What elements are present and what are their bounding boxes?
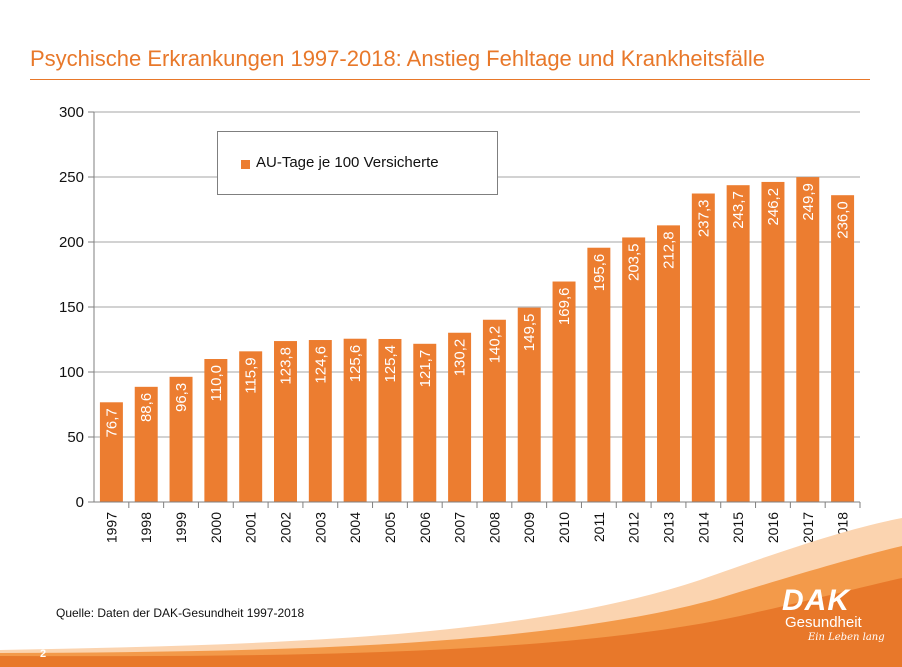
bar-2017 xyxy=(796,177,820,502)
bar-value-label: 236,0 xyxy=(835,201,852,239)
logo-subtitle: Gesundheit xyxy=(785,614,862,631)
bar-value-label: 123,8 xyxy=(278,347,295,385)
x-tick-label: 2015 xyxy=(730,512,746,543)
y-tick-label: 300 xyxy=(59,104,84,121)
bar-value-label: 195,6 xyxy=(591,254,608,292)
bar-value-label: 169,6 xyxy=(556,288,573,326)
bar-2000 xyxy=(204,359,228,502)
y-tick-label: 150 xyxy=(59,299,84,316)
bar-2016 xyxy=(761,181,785,502)
logo-claim: Ein Leben lang xyxy=(808,632,885,643)
bar-2018 xyxy=(831,195,855,502)
x-tick-label: 2006 xyxy=(417,512,433,543)
legend-swatch xyxy=(241,160,250,169)
bar-value-label: 121,7 xyxy=(417,350,434,388)
bar-value-label: 96,3 xyxy=(173,383,190,412)
x-tick-label: 2002 xyxy=(278,512,294,543)
bar-2013 xyxy=(657,225,680,503)
dak-logo: DAK Gesundheit Ein Leben lang xyxy=(782,584,894,644)
bar-value-label: 149,5 xyxy=(521,314,538,352)
bar-value-label: 203,5 xyxy=(626,243,643,281)
bar-2014 xyxy=(691,193,715,502)
x-tick-label: 2011 xyxy=(591,512,607,542)
bar-series: 76,7 88,6 96,3 110,0 115,9 123,8 124,6 125,6 125… xyxy=(99,177,855,503)
x-tick-label: 2003 xyxy=(312,512,328,543)
x-tick-label: 2013 xyxy=(661,512,677,543)
bar-2008 xyxy=(482,319,506,502)
bar-value-label: 125,4 xyxy=(382,345,399,383)
y-tick-label: 50 xyxy=(67,429,84,446)
y-tick-label: 0 xyxy=(76,494,84,511)
y-tick-label: 250 xyxy=(59,169,84,186)
bar-chart: 76,7 88,6 96,3 110,0 115,9 123,8 124,6 125,6 125… xyxy=(59,104,861,543)
bar-2006 xyxy=(413,343,437,502)
bar-1998 xyxy=(134,386,158,502)
x-tick-label: 2005 xyxy=(382,512,398,543)
bar-1999 xyxy=(169,376,193,502)
x-tick-label: 2018 xyxy=(835,512,851,543)
bar-2004 xyxy=(343,338,367,502)
bar-value-label: 115,9 xyxy=(243,357,260,393)
bar-2011 xyxy=(587,247,611,502)
x-tick-label: 1998 xyxy=(138,512,154,543)
x-tick-label: 2012 xyxy=(626,512,642,543)
bar-value-label: 249,9 xyxy=(800,183,817,221)
bar-2010 xyxy=(552,281,576,502)
y-tick-label: 100 xyxy=(59,364,84,381)
bar-1997 xyxy=(99,402,123,502)
bar-2012 xyxy=(622,237,646,502)
bar-value-label: 88,6 xyxy=(138,393,155,422)
bar-2007 xyxy=(448,332,472,502)
bar-value-label: 125,6 xyxy=(347,345,364,383)
bar-2001 xyxy=(239,351,263,502)
x-tick-label: 2001 xyxy=(243,512,259,543)
bar-value-label: 243,7 xyxy=(730,191,747,229)
page-number: 2 xyxy=(40,648,47,660)
bar-value-label: 237,3 xyxy=(695,200,712,238)
x-tick-label: 2017 xyxy=(800,512,816,543)
bar-value-label: 140,2 xyxy=(486,326,503,364)
logo-wordmark: DAK xyxy=(782,584,850,617)
y-tick-label: 200 xyxy=(59,234,84,251)
x-tick-label: 2010 xyxy=(556,512,572,543)
x-tick-label: 2014 xyxy=(695,512,711,543)
x-tick-label: 2009 xyxy=(521,512,537,543)
x-tick-label: 2004 xyxy=(347,512,363,543)
x-tick-label: 2008 xyxy=(486,512,502,543)
bar-value-label: 212,8 xyxy=(661,231,678,269)
bar-value-label: 246,2 xyxy=(765,188,782,226)
x-tick-label: 1997 xyxy=(103,512,119,543)
bar-value-label: 110,0 xyxy=(208,365,225,401)
bar-2003 xyxy=(308,340,332,502)
bar-2015 xyxy=(726,185,750,502)
x-tick-label: 2016 xyxy=(765,512,781,543)
x-tick-label: 2007 xyxy=(452,512,468,543)
bar-value-label: 130,2 xyxy=(452,339,469,377)
legend-label: AU-Tage je 100 Versicherte xyxy=(256,154,439,171)
bar-value-label: 124,6 xyxy=(312,346,329,384)
bar-value-label: 76,7 xyxy=(103,408,120,437)
legend: AU-Tage je 100 Versicherte xyxy=(217,131,498,195)
bar-2009 xyxy=(517,307,541,502)
x-tick-label: 2000 xyxy=(208,512,224,543)
source-note: Quelle: Daten der DAK-Gesundheit 1997-20… xyxy=(56,606,305,620)
slide-title: Psychische Erkrankungen 1997-2018: Ansti… xyxy=(30,46,766,71)
x-tick-label: 1999 xyxy=(173,512,189,543)
bar-2005 xyxy=(378,338,402,502)
title-divider xyxy=(30,79,870,80)
bar-2002 xyxy=(274,341,297,502)
